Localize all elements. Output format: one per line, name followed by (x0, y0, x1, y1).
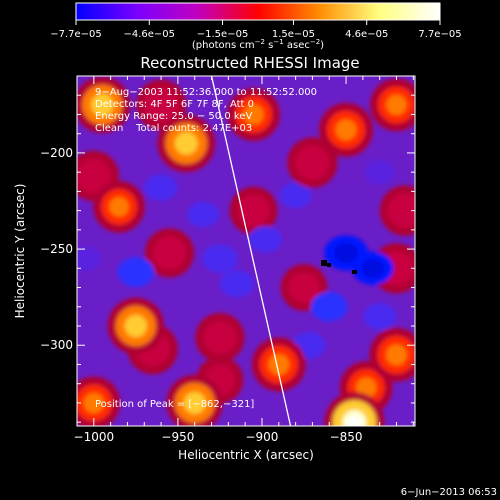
y-tick-label: −300 (40, 338, 73, 352)
heatmap-hotspot (387, 193, 415, 228)
solar-limb-line (210, 76, 292, 426)
heatmap-coldspot (310, 292, 348, 322)
heatmap-hotspot-core (91, 93, 114, 116)
clean-annotation: Clean Total counts: 2.47E+03 (95, 123, 252, 134)
x-tick-label: −900 (245, 430, 278, 444)
heatmap-hotspot-peak (347, 415, 362, 426)
heatmap-hotspot (203, 320, 237, 355)
y-axis: −200 −250 −300 (40, 75, 415, 423)
colorbar-tick-label: −4.6e−05 (123, 29, 175, 40)
heatmap-hotspot-core (356, 377, 377, 398)
heatmap-hotspot (143, 87, 179, 123)
heatmap-hotspot-core (268, 354, 290, 375)
energy-annotation: Energy Range: 25.0 − 50.0 keV (95, 111, 252, 122)
colorbar-unit-label: (photons cm−2 s−1 asec−2) (192, 38, 324, 51)
x-tick-label: −850 (330, 430, 363, 444)
heatmap-hotspot-core (183, 391, 206, 415)
dark-pixel (352, 270, 357, 274)
heatmap-hotspot-core (124, 314, 147, 338)
colorbar: −7.7e−05 −4.6e−05 −1.5e−05 1.5e−05 4.6e−05 7.… (50, 2, 462, 51)
detectors-annotation: Detectors: 4F 5F 6F 7F 8F, Att 0 (95, 99, 254, 110)
heatmap-hotspot (152, 236, 187, 270)
colorbar-tick-label: 1.5e−05 (272, 29, 315, 40)
time-range-annotation: 9−Aug−2003 11:52:36.000 to 11:52:52.000 (95, 87, 317, 98)
heatmap-image (77, 76, 415, 426)
heatmap-hotspot (77, 158, 112, 194)
heatmap-coldspot (187, 201, 220, 228)
dark-pixel (327, 263, 331, 267)
dark-pixel (321, 260, 327, 266)
colorbar-tick-label: −7.7e−05 (50, 29, 102, 40)
annotations: 9−Aug−2003 11:52:36.000 to 11:52:52.000 … (95, 87, 317, 410)
heatmap-coldspot (364, 159, 396, 185)
heatmap-hotspot-core (83, 392, 104, 414)
heatmap-coldspot (248, 226, 282, 253)
x-axis: −1000 −950 −900 −850 (74, 76, 414, 444)
plot-frame (76, 75, 416, 427)
colorbar-tick-label: −1.5e−05 (197, 29, 249, 40)
heatmap-hotspot-core (174, 131, 198, 155)
x-tick-label: −1000 (74, 430, 115, 444)
heatmap-coldspot (363, 303, 397, 330)
heatmap-hotspot-core (243, 104, 264, 125)
heatmap-coldspot-core (333, 243, 359, 263)
heatmap-coldspot (202, 244, 238, 273)
heatmap-hotspot-core (335, 119, 357, 141)
chart-title: Reconstructed RHESSI Image (140, 54, 359, 72)
heatmap-coldspot (117, 257, 155, 287)
footer-timestamp: 6−Jun−2013 06:53 (401, 487, 497, 498)
heatmap-hotspot (295, 145, 330, 180)
peak-marks (321, 260, 357, 274)
y-tick-label: −200 (40, 146, 73, 160)
y-axis-label: Heliocentric Y (arcsec) (13, 184, 27, 319)
y-tick-label: −250 (40, 242, 73, 256)
colorbar-tick-label: 7.7e−05 (418, 29, 461, 40)
heatmap-coldspot (77, 246, 101, 272)
peak-annotation: Position of Peak = [−862,−321] (95, 399, 254, 410)
heatmap-hotspot-core (109, 196, 129, 217)
heatmap-hotspot-core (386, 94, 407, 115)
colorbar-ticks: −7.7e−05 −4.6e−05 −1.5e−05 1.5e−05 4.6e−05 7.… (50, 20, 462, 40)
x-tick-label: −950 (161, 430, 194, 444)
heatmap-coldspot (219, 269, 254, 298)
colorbar-gradient (75, 2, 441, 21)
heatmap-hotspot-core (386, 344, 407, 366)
heatmap-coldspot (279, 182, 312, 209)
x-axis-label: Heliocentric X (arcsec) (178, 448, 314, 462)
colorbar-tick-label: 4.6e−05 (345, 29, 388, 40)
heatmap-hotspot (288, 272, 320, 303)
heatmap-coldspot-core (361, 258, 385, 278)
heatmap-hotspot (237, 194, 270, 227)
heatmap-coldspot (144, 174, 178, 201)
